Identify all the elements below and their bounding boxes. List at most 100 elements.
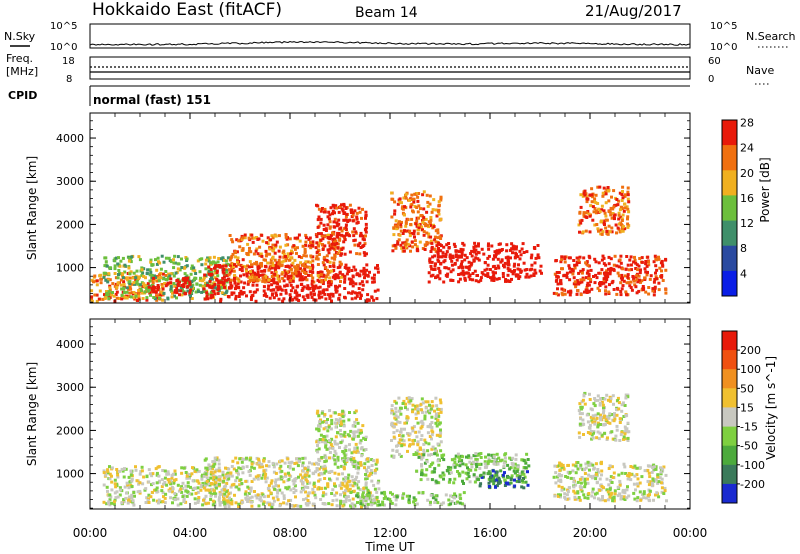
data-cell	[255, 260, 258, 264]
data-cell	[591, 490, 595, 494]
data-cell	[130, 496, 134, 500]
data-cell	[281, 299, 285, 303]
colorbar-tick-label: 24	[740, 142, 754, 155]
data-cell	[217, 496, 221, 500]
data-cell	[596, 412, 600, 416]
data-cell	[364, 213, 368, 217]
data-cell	[471, 278, 475, 282]
data-cell	[501, 275, 505, 279]
data-cell	[644, 290, 648, 294]
data-cell	[321, 243, 325, 246]
data-cell	[210, 492, 213, 496]
data-cell	[604, 214, 608, 218]
data-cell	[366, 293, 370, 297]
data-cell	[497, 266, 501, 270]
data-cell	[626, 485, 629, 489]
data-cell	[435, 480, 439, 484]
data-cell	[652, 260, 656, 264]
data-cell	[439, 428, 442, 432]
data-cell	[272, 279, 275, 283]
data-cell	[350, 451, 354, 455]
data-cell	[483, 465, 487, 469]
data-cell	[376, 264, 379, 267]
data-cell	[411, 429, 415, 433]
data-cell	[328, 439, 331, 442]
data-cell	[176, 267, 180, 271]
data-cell	[583, 468, 586, 471]
data-cell	[155, 298, 159, 302]
data-cell	[276, 277, 280, 281]
data-cell	[629, 280, 633, 284]
data-cell	[402, 246, 406, 250]
data-cell	[330, 299, 333, 303]
data-cell	[623, 404, 627, 407]
data-cell	[335, 206, 339, 210]
data-cell	[101, 297, 105, 301]
data-cell	[340, 207, 344, 211]
data-cell	[463, 278, 467, 282]
data-cell	[436, 228, 440, 232]
data-cell	[139, 289, 143, 292]
data-cell	[629, 255, 633, 259]
data-cell	[572, 282, 576, 286]
data-cell	[417, 228, 421, 232]
data-cell	[563, 492, 567, 496]
data-cell	[240, 482, 244, 485]
data-cell	[303, 475, 307, 479]
data-cell	[618, 479, 622, 483]
data-cell	[346, 433, 350, 437]
data-cell	[123, 485, 127, 489]
data-cell	[612, 205, 616, 209]
data-cell	[577, 431, 581, 435]
data-cell	[401, 241, 405, 245]
data-cell	[645, 264, 649, 268]
data-cell	[358, 210, 362, 214]
data-cell	[634, 261, 638, 265]
data-cell	[447, 267, 451, 271]
data-cell	[131, 276, 135, 280]
data-cell	[483, 268, 487, 272]
data-cell	[316, 263, 320, 266]
data-cell	[396, 240, 400, 244]
data-cell	[410, 197, 414, 201]
data-cell	[466, 466, 469, 470]
data-cell	[448, 478, 452, 482]
data-cell	[360, 430, 363, 434]
data-cell	[179, 285, 183, 289]
data-cell	[627, 268, 631, 272]
data-cell	[180, 471, 184, 475]
data-cell	[317, 424, 320, 428]
data-cell	[390, 215, 394, 219]
data-cell	[134, 294, 138, 298]
data-cell	[283, 284, 287, 288]
data-cell	[175, 286, 179, 290]
data-cell	[233, 279, 237, 282]
data-cell	[330, 422, 334, 426]
data-cell	[115, 256, 118, 260]
data-cell	[304, 243, 307, 247]
data-cell	[293, 247, 297, 251]
data-cell	[156, 501, 160, 505]
data-cell	[315, 251, 319, 255]
data-cell	[179, 502, 183, 506]
data-cell	[318, 280, 322, 284]
data-cell	[397, 409, 401, 413]
data-cell	[261, 502, 265, 506]
data-cell	[349, 429, 353, 433]
data-cell	[346, 457, 350, 460]
data-cell	[423, 414, 427, 418]
data-cell	[439, 261, 443, 265]
data-cell	[307, 244, 311, 248]
data-cell	[404, 406, 407, 410]
data-cell	[229, 485, 233, 489]
data-cell	[297, 270, 301, 274]
data-cell	[483, 462, 487, 466]
data-cell	[256, 273, 260, 277]
data-cell	[433, 264, 437, 268]
data-cell	[274, 471, 278, 475]
data-cell	[409, 249, 412, 253]
data-cell	[432, 198, 436, 202]
data-cell	[557, 474, 561, 478]
data-cell	[359, 496, 363, 500]
data-cell	[600, 232, 604, 236]
